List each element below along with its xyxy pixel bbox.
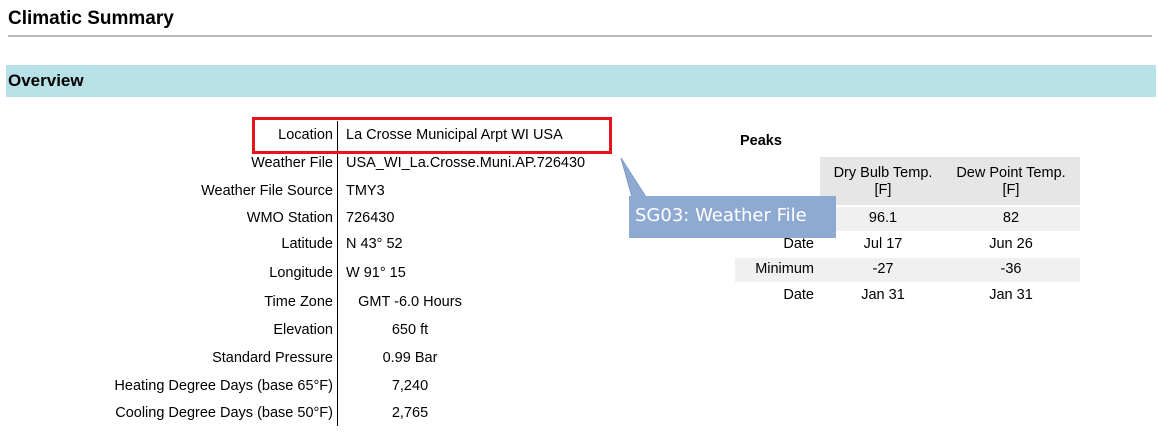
row-label: Date	[783, 287, 814, 303]
field-label: WMO Station	[246, 210, 333, 226]
cell-value: -36	[1000, 261, 1022, 277]
cell-value: Jan 31	[861, 287, 905, 303]
cell-value: -27	[872, 261, 894, 277]
field-value: GMT -6.0 Hours	[358, 294, 462, 310]
field-label: Elevation	[273, 322, 333, 338]
section-title: Overview	[8, 71, 84, 90]
cell-value: 82	[1002, 210, 1020, 226]
field-label: Latitude	[281, 236, 333, 252]
field-value: W 91° 15	[346, 265, 406, 281]
page-title: Climatic Summary	[8, 8, 174, 29]
field-label: Location	[278, 127, 333, 143]
field-label: Longitude	[269, 265, 333, 281]
field-label: Weather File Source	[201, 183, 333, 199]
peaks-title: Peaks	[740, 133, 782, 149]
row-shade	[735, 258, 1080, 282]
field-value: 0.99 Bar	[382, 350, 438, 366]
field-label: Weather File	[251, 155, 333, 171]
field-value: La Crosse Municipal Arpt WI USA	[346, 127, 563, 143]
header-bg	[820, 157, 1080, 205]
cell-value: 96.1	[868, 210, 898, 226]
column-name: Dew Point Temp.	[956, 165, 1066, 181]
section-band	[6, 65, 1156, 97]
field-value: TMY3	[346, 183, 385, 199]
divider	[337, 121, 338, 426]
callout-box	[629, 196, 836, 238]
row-label: Date	[783, 236, 814, 252]
cell-value: Jul 17	[863, 236, 903, 252]
field-value: 2,765	[391, 405, 429, 421]
field-value: 7,240	[391, 378, 429, 394]
field-value: 650 ft	[391, 322, 429, 338]
field-value: 726430	[346, 210, 395, 226]
field-label: Time Zone	[264, 294, 333, 310]
cell-value: Jan 31	[989, 287, 1033, 303]
field-value: USA_WI_La.Crosse.Muni.AP.726430	[346, 155, 586, 171]
field-value: N 43° 52	[346, 236, 403, 252]
column-name: Dry Bulb Temp.	[833, 165, 933, 181]
title-rule	[8, 35, 1152, 37]
cell-value: Jun 26	[989, 236, 1033, 252]
pointer	[620, 157, 647, 198]
callout-text: SG03: Weather File	[635, 205, 807, 226]
column-unit: [F]	[874, 182, 892, 198]
column-unit: [F]	[1002, 182, 1020, 198]
highlight-box	[252, 117, 612, 154]
field-label: Cooling Degree Days (base 50°F)	[115, 405, 333, 421]
field-label: Standard Pressure	[212, 350, 333, 366]
row-label: Minimum	[755, 261, 814, 277]
field-label: Heating Degree Days (base 65°F)	[114, 378, 333, 394]
